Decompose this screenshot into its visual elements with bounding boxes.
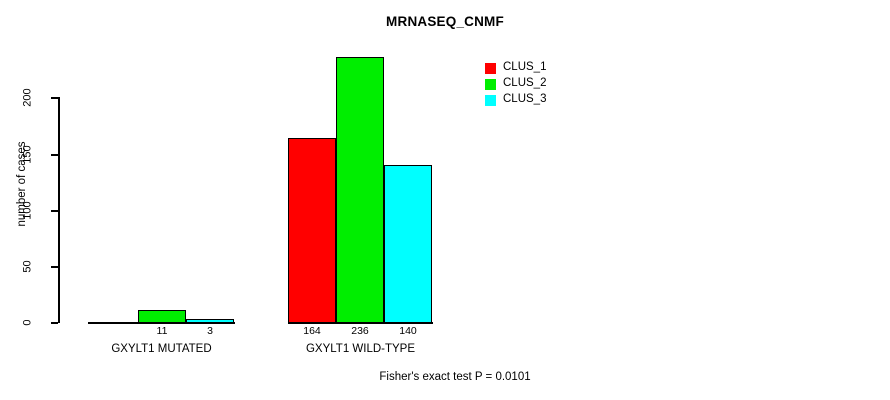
bar-wildtype-clus1 xyxy=(288,138,336,323)
bar-wildtype-clus3 xyxy=(384,165,432,323)
chart-title: MRNASEQ_CNMF xyxy=(0,14,890,29)
legend-swatch-clus2 xyxy=(485,78,496,90)
p-value-caption: Fisher's exact test P = 0.0101 xyxy=(379,371,531,383)
bar-mutated-clus2 xyxy=(138,310,186,323)
legend-item-clus3: CLUS_3 xyxy=(485,92,546,108)
legend: CLUS_1 CLUS_2 CLUS_3 xyxy=(485,60,546,108)
y-tick-50 xyxy=(51,266,58,268)
y-tick-0 xyxy=(51,322,58,324)
group-label-mutated: GXYLT1 MUTATED xyxy=(111,343,212,355)
legend-swatch-clus1 xyxy=(485,62,496,74)
y-tick-150 xyxy=(51,154,58,156)
y-tick-100 xyxy=(51,210,58,212)
legend-label-clus3: CLUS_3 xyxy=(503,93,547,106)
group-label-wildtype: GXYLT1 WILD-TYPE xyxy=(305,343,416,355)
bar-mutated-clus3 xyxy=(186,319,234,323)
y-tick-200 xyxy=(51,97,58,99)
legend-label-clus2: CLUS_2 xyxy=(503,77,547,90)
bar-value-mutated-clus3: 3 xyxy=(207,325,213,337)
bar-value-mutated-clus2: 11 xyxy=(156,325,168,337)
bar-value-wildtype-clus3: 140 xyxy=(399,325,417,337)
bar-value-wildtype-clus1: 164 xyxy=(303,325,321,337)
bar-value-wildtype-clus2: 236 xyxy=(351,325,369,337)
legend-item-clus1: CLUS_1 xyxy=(485,60,546,76)
bars-layer xyxy=(138,57,432,323)
legend-label-clus1: CLUS_1 xyxy=(503,61,547,74)
bar-wildtype-clus2 xyxy=(336,57,384,323)
chart-title-text: MRNASEQ_CNMF xyxy=(386,14,504,29)
legend-item-clus2: CLUS_2 xyxy=(485,76,546,92)
y-axis-line xyxy=(58,97,60,323)
legend-swatch-clus3 xyxy=(485,94,496,106)
